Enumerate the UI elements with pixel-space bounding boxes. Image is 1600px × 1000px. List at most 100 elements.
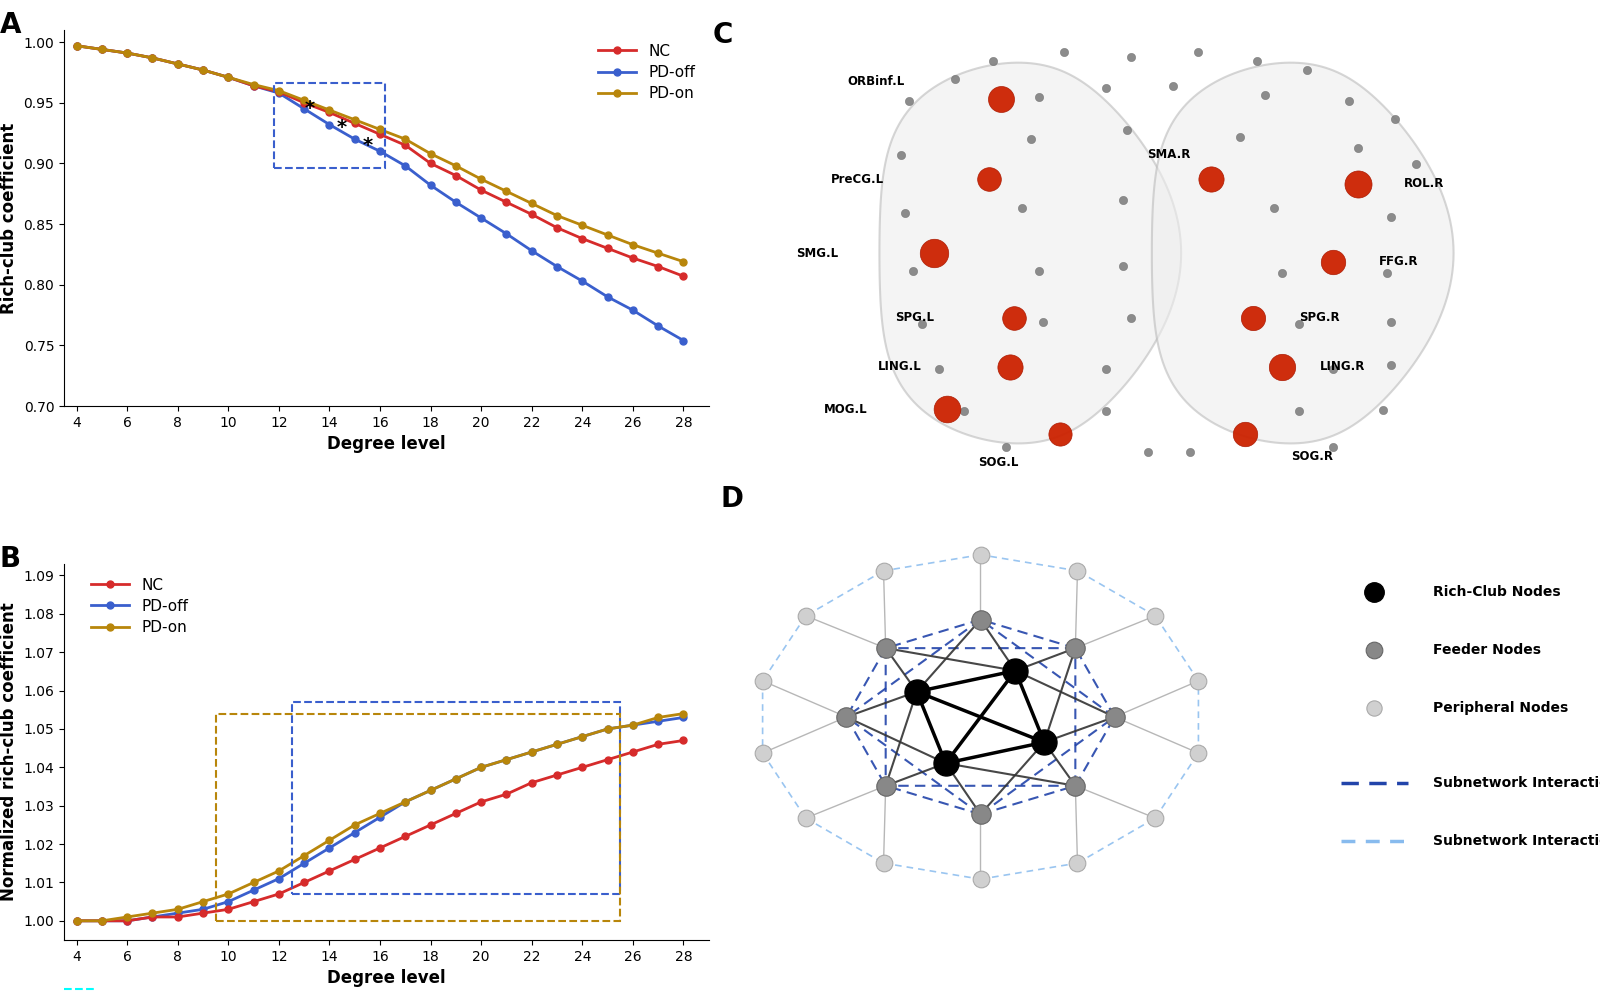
PD-on	[547, 210, 566, 222]
PD-on	[498, 185, 517, 197]
PD-on	[194, 896, 213, 908]
PD-on	[421, 784, 440, 796]
Text: B: B	[0, 545, 21, 573]
PD-on	[269, 865, 288, 877]
NC	[294, 876, 314, 888]
Line: PD-off: PD-off	[74, 714, 686, 924]
Text: LING.L: LING.L	[878, 360, 922, 373]
PD-on	[93, 915, 112, 927]
PD-off	[547, 738, 566, 750]
NC	[598, 242, 618, 254]
PD-off	[573, 731, 592, 743]
PD-on	[598, 723, 618, 735]
PD-off	[674, 335, 693, 347]
PD-off	[648, 320, 667, 332]
PD-off	[93, 43, 112, 55]
PD-off	[67, 40, 86, 52]
Text: *: *	[304, 99, 314, 118]
NC	[168, 58, 187, 70]
Y-axis label: Rich-club coefficient: Rich-club coefficient	[0, 122, 18, 314]
PD-off	[168, 907, 187, 919]
NC	[320, 106, 339, 118]
PD-off	[118, 47, 138, 59]
PD-on	[648, 247, 667, 259]
PD-on	[395, 796, 414, 808]
Point	[976, 171, 1002, 187]
NC	[648, 738, 667, 750]
PD-off	[674, 711, 693, 723]
PD-on	[371, 123, 390, 135]
NC	[421, 157, 440, 169]
PD-off	[67, 915, 86, 927]
PD-on	[118, 47, 138, 59]
PD-on	[674, 708, 693, 720]
PD-on	[346, 114, 365, 126]
PD-on	[446, 160, 466, 172]
NC	[674, 270, 693, 282]
PD-off	[522, 746, 541, 758]
NC	[194, 907, 213, 919]
NC	[598, 754, 618, 766]
PD-off	[472, 212, 491, 224]
X-axis label: Degree level: Degree level	[326, 969, 446, 987]
Point	[1240, 310, 1266, 326]
NC	[219, 903, 238, 915]
NC	[245, 896, 264, 908]
PD-on	[320, 104, 339, 116]
PD-off	[446, 773, 466, 785]
PD-on	[219, 888, 238, 900]
PD-on	[219, 71, 238, 83]
NC	[573, 761, 592, 773]
Text: SMG.L: SMG.L	[795, 247, 838, 260]
NC	[547, 222, 566, 234]
Text: SMA.R: SMA.R	[1147, 148, 1190, 161]
NC	[395, 830, 414, 842]
PathPatch shape	[880, 63, 1181, 443]
PD-on	[320, 834, 339, 846]
Line: NC: NC	[74, 42, 686, 280]
PD-off	[194, 64, 213, 76]
Point	[1269, 359, 1294, 375]
Point	[1320, 254, 1346, 270]
PD-off	[624, 304, 643, 316]
PD-off	[371, 811, 390, 823]
NC	[142, 52, 162, 64]
PD-on	[472, 761, 491, 773]
PD-on	[573, 731, 592, 743]
PD-off	[598, 291, 618, 303]
NC	[93, 915, 112, 927]
PD-off	[294, 103, 314, 115]
PD-on	[67, 915, 86, 927]
Text: FFG.R: FFG.R	[1379, 255, 1418, 268]
PD-off	[346, 827, 365, 839]
Point	[989, 91, 1014, 107]
NC	[245, 80, 264, 92]
PD-on	[674, 256, 693, 268]
PD-on	[522, 197, 541, 209]
Text: LING.R: LING.R	[1320, 360, 1365, 373]
PD-on	[573, 219, 592, 231]
PD-on	[624, 719, 643, 731]
PD-on	[269, 85, 288, 97]
PD-off	[498, 228, 517, 240]
PD-on	[421, 148, 440, 160]
NC	[522, 777, 541, 789]
PD-off	[219, 71, 238, 83]
NC	[624, 746, 643, 758]
PD-on	[648, 711, 667, 723]
Text: SOG.R: SOG.R	[1291, 450, 1333, 463]
NC	[118, 915, 138, 927]
Point	[1232, 426, 1258, 442]
PD-off	[93, 915, 112, 927]
Text: D: D	[720, 485, 744, 513]
PD-off	[522, 245, 541, 257]
Text: SPG.L: SPG.L	[896, 311, 934, 324]
PD-off	[498, 754, 517, 766]
Text: Subnetwork Interaction-RF: Subnetwork Interaction-RF	[1434, 776, 1600, 790]
PD-on	[93, 43, 112, 55]
PD-off	[346, 133, 365, 145]
NC	[269, 86, 288, 98]
PD-off	[547, 261, 566, 273]
NC	[346, 853, 365, 865]
PD-off	[294, 857, 314, 869]
